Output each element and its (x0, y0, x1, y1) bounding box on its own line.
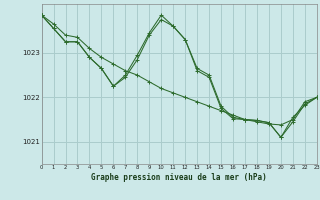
X-axis label: Graphe pression niveau de la mer (hPa): Graphe pression niveau de la mer (hPa) (91, 173, 267, 182)
